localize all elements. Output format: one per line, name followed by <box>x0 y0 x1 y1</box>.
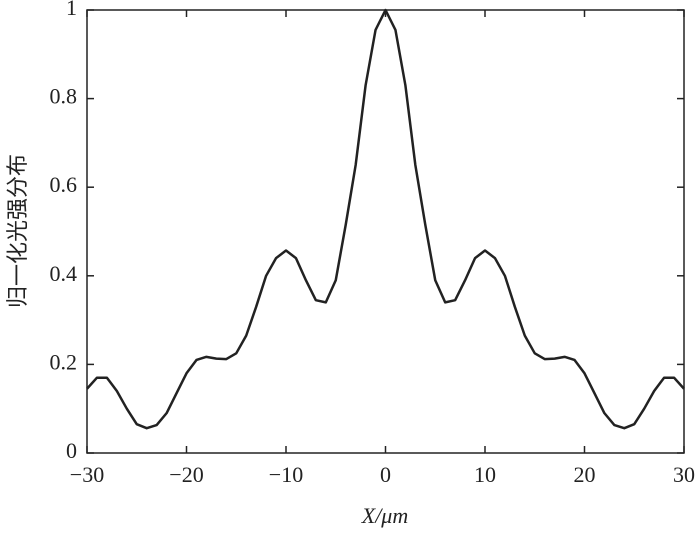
plot-frame <box>86 9 685 454</box>
y-tick-label: 0.8 <box>50 84 78 109</box>
x-tick-label: −20 <box>169 462 203 487</box>
y-axis-label: 归一化光强分布 <box>5 154 30 308</box>
y-tick-label: 0.2 <box>50 349 78 374</box>
x-tick-label: 10 <box>474 462 496 487</box>
x-tick-label: 20 <box>574 462 596 487</box>
data-line <box>86 8 685 430</box>
y-tick-label: 0 <box>66 438 77 463</box>
x-tick-label: −30 <box>70 462 104 487</box>
y-tick-label: 0.6 <box>50 172 78 197</box>
x-axis-label: X/μm <box>361 503 408 528</box>
x-tick-label: −10 <box>269 462 303 487</box>
y-tick-label: 1 <box>66 0 77 20</box>
x-tick-label: 0 <box>380 462 391 487</box>
x-tick-label: 30 <box>673 462 695 487</box>
y-tick-label: 0.4 <box>50 261 78 286</box>
